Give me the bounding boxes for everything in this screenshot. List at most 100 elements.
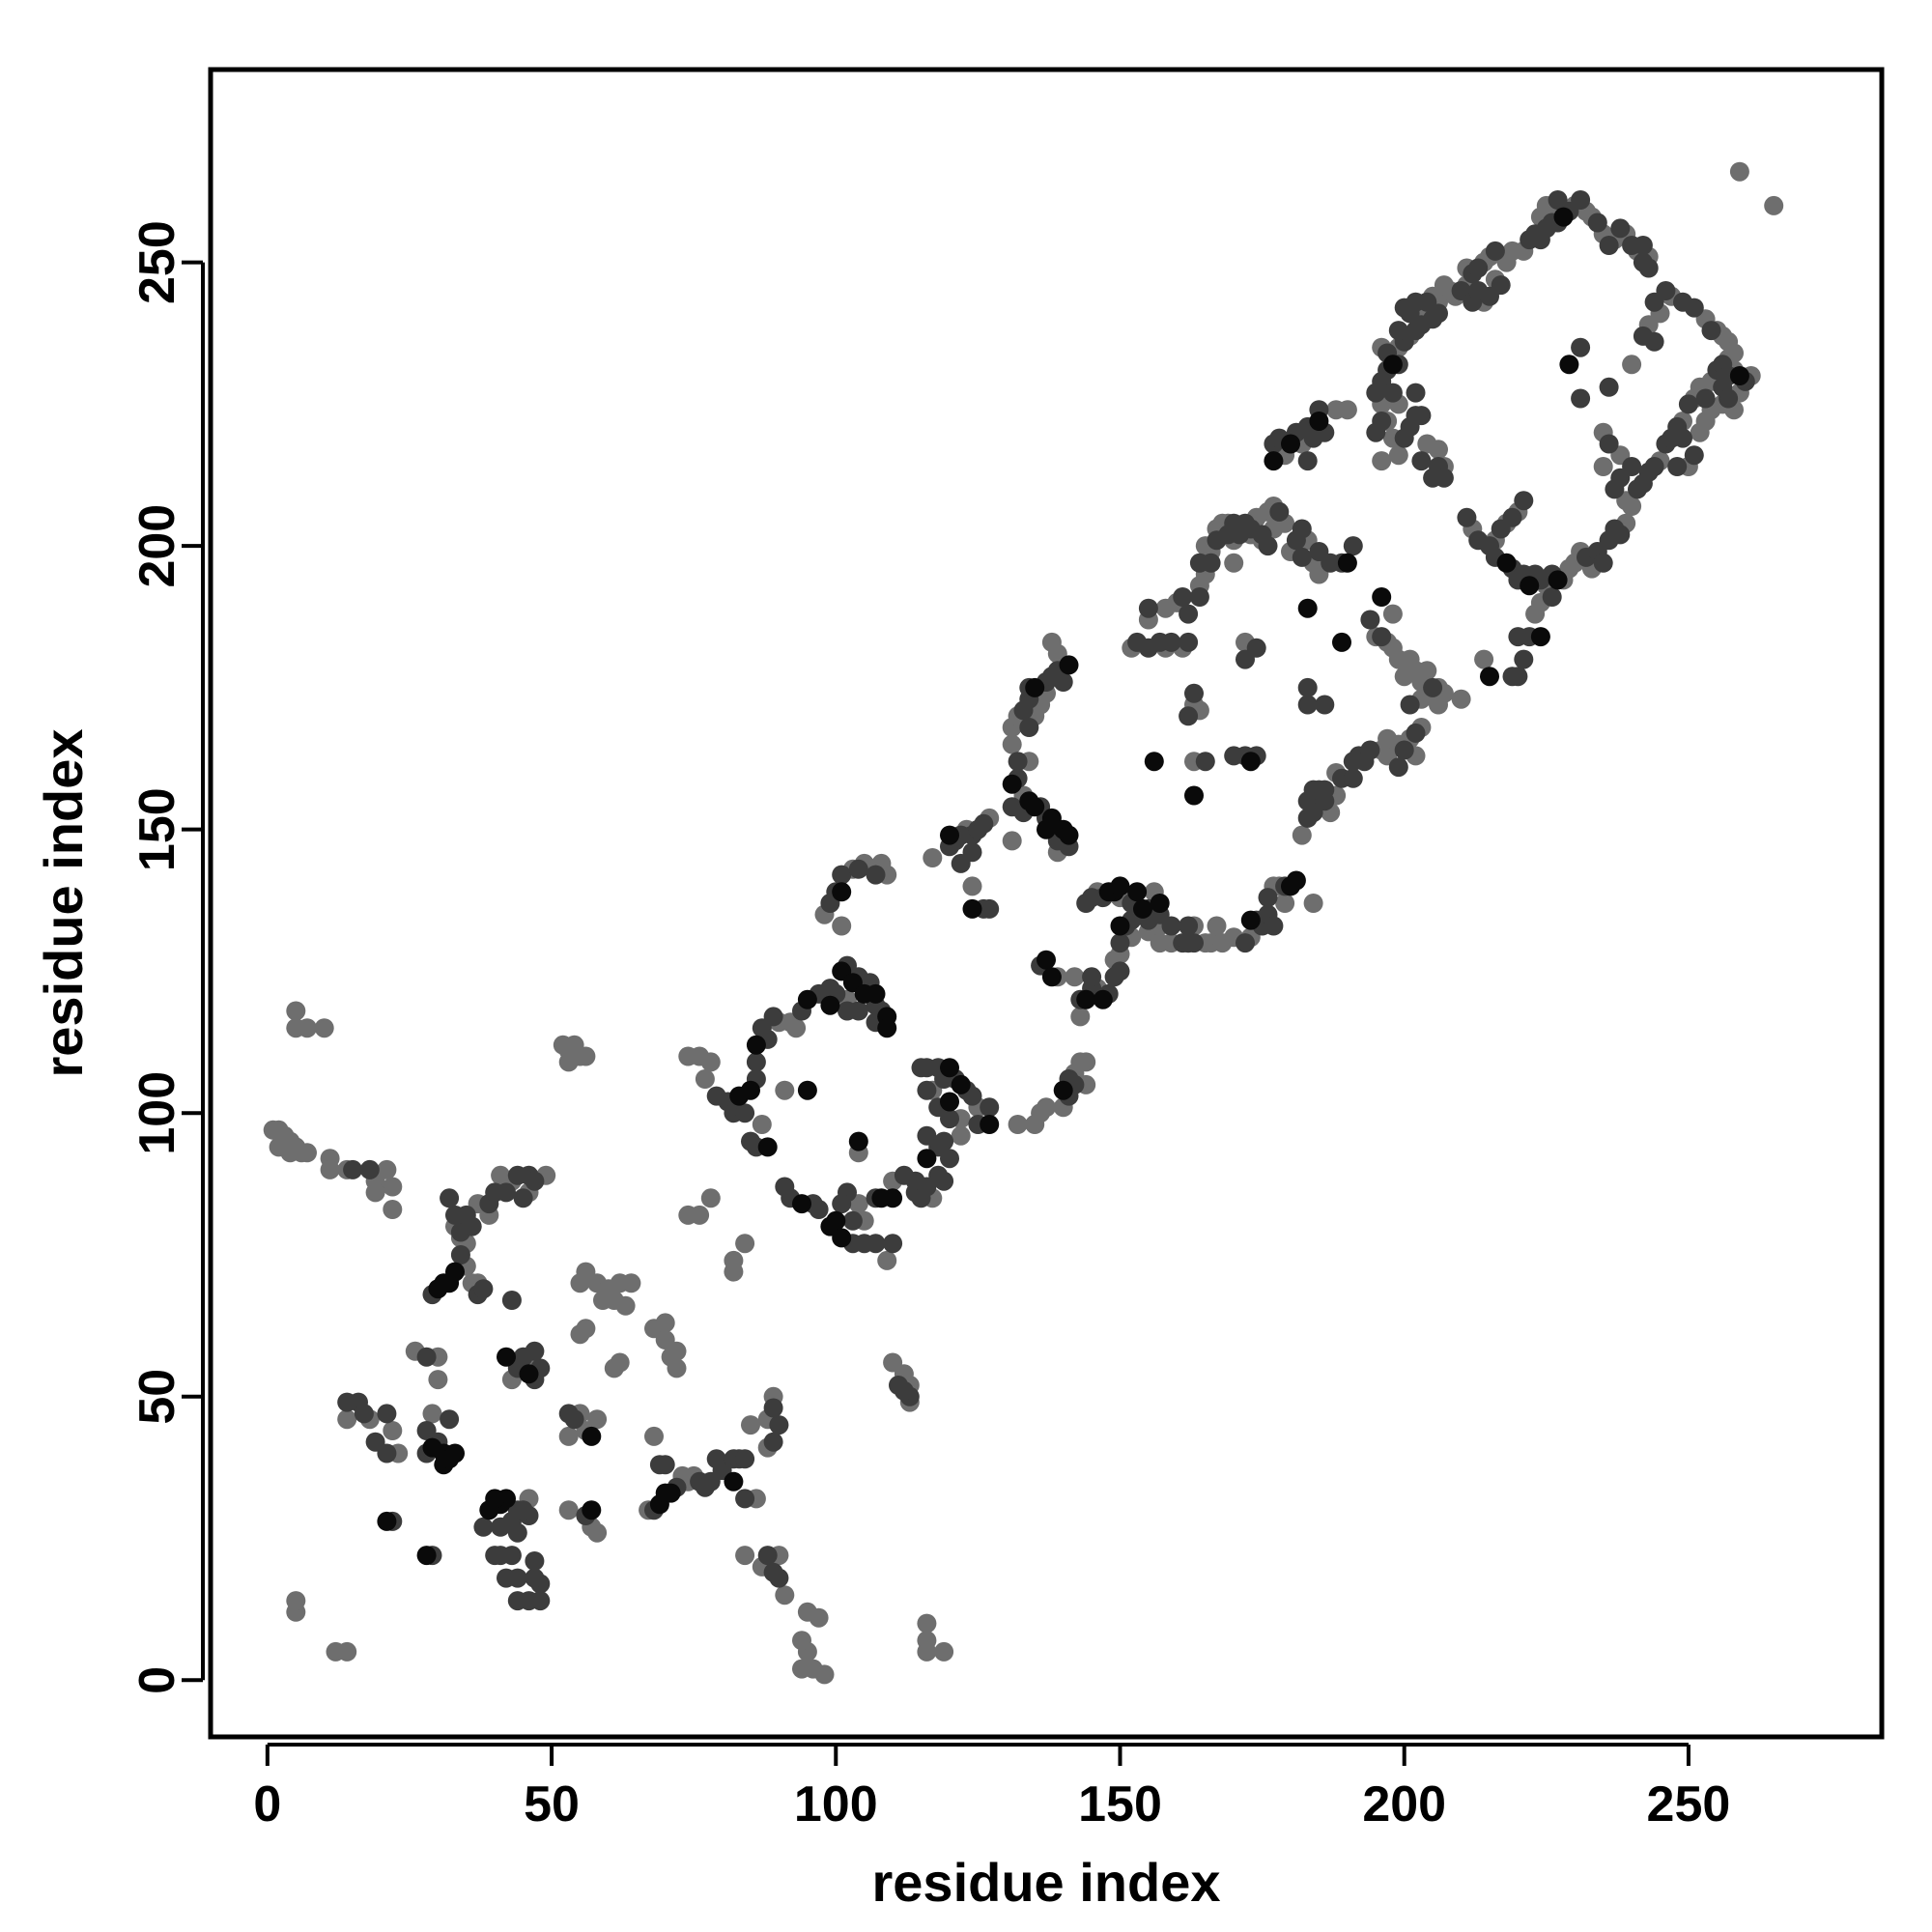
- data-point: [1514, 491, 1534, 511]
- data-point: [558, 1426, 579, 1446]
- data-point: [735, 1449, 755, 1469]
- data-point: [1593, 553, 1613, 573]
- data-point: [1457, 507, 1477, 527]
- data-point: [507, 1522, 527, 1543]
- data-point: [1240, 910, 1261, 930]
- data-point: [1053, 1080, 1073, 1100]
- data-point: [1281, 434, 1300, 454]
- data-point: [735, 1489, 755, 1509]
- data-point: [1678, 394, 1698, 414]
- data-point: [940, 1058, 959, 1078]
- data-point: [440, 1409, 460, 1430]
- data-point: [587, 1409, 608, 1430]
- data-point: [1388, 757, 1408, 778]
- data-point: [786, 1018, 807, 1038]
- data-point: [1423, 677, 1443, 697]
- data-point: [1599, 434, 1619, 454]
- data-point: [1548, 190, 1568, 210]
- data-point: [917, 1125, 937, 1146]
- data-point: [513, 1500, 533, 1520]
- data-point: [1673, 428, 1692, 448]
- data-point: [1025, 797, 1045, 817]
- data-point: [1337, 553, 1357, 573]
- data-point: [980, 1097, 1000, 1118]
- data-point: [1382, 383, 1403, 403]
- data-point: [1434, 468, 1454, 488]
- data-point: [883, 1188, 903, 1208]
- data-point: [1076, 894, 1096, 913]
- y-tick-label: 150: [129, 787, 185, 871]
- data-point: [485, 1489, 505, 1509]
- y-tick-label: 200: [129, 504, 185, 588]
- data-point: [1491, 519, 1511, 539]
- data-point: [507, 1591, 527, 1611]
- data-point: [1548, 570, 1568, 590]
- data-point: [832, 882, 852, 902]
- data-point: [877, 1018, 897, 1038]
- data-point: [1230, 525, 1250, 545]
- data-point: [1695, 388, 1716, 409]
- data-point: [962, 876, 982, 896]
- data-point: [842, 1210, 863, 1231]
- data-point: [792, 1194, 811, 1214]
- data-point: [365, 1182, 385, 1203]
- data-point: [1530, 627, 1550, 647]
- data-point: [1729, 161, 1749, 182]
- data-point: [1110, 916, 1130, 936]
- data-point: [1429, 440, 1448, 460]
- data-point: [1184, 683, 1204, 703]
- data-point: [690, 1205, 710, 1225]
- data-point: [763, 1432, 783, 1452]
- data-point: [1360, 610, 1380, 630]
- x-axis: 0 50 100 150 200 250: [253, 1743, 1730, 1833]
- data-point: [1161, 632, 1181, 652]
- data-point: [377, 1511, 397, 1531]
- data-point: [695, 1477, 715, 1497]
- data-point: [576, 1319, 596, 1339]
- data-point: [530, 1591, 551, 1611]
- data-point: [445, 1443, 465, 1463]
- data-point: [1059, 655, 1079, 675]
- data-point: [593, 1291, 612, 1310]
- data-point: [383, 1177, 403, 1197]
- data-point: [724, 1250, 744, 1270]
- data-point: [343, 1159, 363, 1179]
- data-point: [1644, 331, 1664, 352]
- data-point: [1258, 888, 1278, 908]
- data-point: [1002, 734, 1022, 754]
- data-point: [1236, 933, 1255, 953]
- data-point: [1729, 366, 1749, 385]
- data-point: [450, 1245, 470, 1264]
- data-point: [735, 1546, 755, 1566]
- data-point: [1252, 525, 1272, 545]
- x-tick-label: 0: [253, 1776, 281, 1833]
- data-point: [832, 916, 852, 936]
- data-point: [1644, 457, 1664, 476]
- data-point: [1224, 553, 1244, 573]
- data-point: [917, 1080, 937, 1100]
- data-point: [1184, 785, 1204, 806]
- points-layer: [263, 161, 1784, 1685]
- data-point: [286, 1591, 306, 1611]
- data-point: [1224, 746, 1244, 766]
- data-point: [980, 898, 1000, 919]
- data-point: [1315, 695, 1335, 715]
- data-point: [866, 865, 886, 885]
- data-point: [644, 1426, 664, 1446]
- data-point: [792, 1631, 811, 1651]
- data-point: [519, 1364, 539, 1384]
- data-point: [1297, 598, 1318, 618]
- data-point: [320, 1159, 340, 1179]
- data-point: [769, 1415, 789, 1435]
- data-point: [1610, 525, 1631, 545]
- data-point: [1179, 706, 1199, 726]
- data-point: [667, 1341, 687, 1361]
- data-point: [1303, 428, 1323, 448]
- data-point: [797, 1602, 817, 1622]
- data-point: [746, 1052, 766, 1072]
- data-point: [1400, 695, 1420, 715]
- data-point: [951, 1125, 971, 1146]
- data-point: [655, 1313, 675, 1333]
- data-point: [1622, 457, 1642, 476]
